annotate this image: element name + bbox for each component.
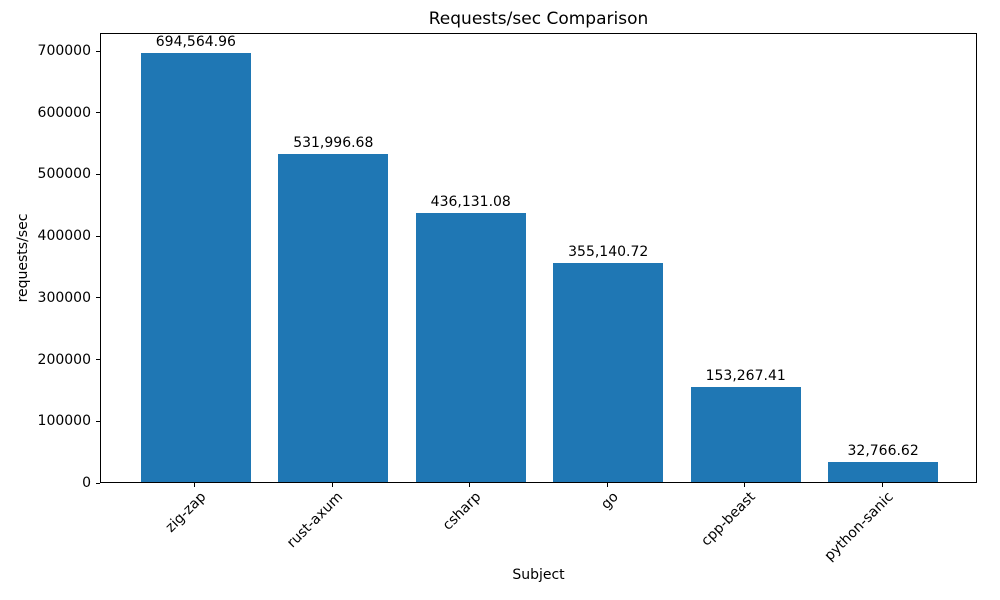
y-tick-mark: [96, 359, 100, 361]
bar: [140, 53, 251, 482]
x-tick-mark: [331, 483, 333, 487]
bar: [553, 262, 664, 482]
y-tick-mark: [96, 482, 100, 484]
y-tick-label: 200000: [37, 351, 91, 368]
y-tick-label: 600000: [37, 104, 91, 121]
x-tick-label: csharp: [439, 489, 485, 534]
chart-title: Requests/sec Comparison: [428, 9, 649, 29]
y-tick-label: 300000: [37, 289, 91, 306]
x-tick-label: rust-axum: [284, 489, 347, 552]
y-tick-mark: [96, 420, 100, 422]
y-tick-label: 0: [82, 475, 91, 491]
x-tick-mark: [606, 483, 608, 487]
y-tick-mark: [96, 297, 100, 299]
bar: [690, 387, 801, 482]
y-tick-label: 400000: [37, 228, 91, 245]
bar-value-label: 32,766.62: [847, 442, 919, 459]
y-tick-mark: [96, 50, 100, 52]
y-tick-label: 100000: [37, 413, 91, 430]
bar: [278, 153, 389, 482]
bar: [415, 212, 526, 482]
x-tick-mark: [194, 483, 196, 487]
bar-value-label: 153,267.41: [705, 368, 786, 385]
bar-value-label: 531,996.68: [293, 134, 374, 151]
y-tick-label: 700000: [37, 43, 91, 60]
bar-value-label: 436,131.08: [430, 193, 511, 210]
x-tick-mark: [744, 483, 746, 487]
x-axis-label: Subject: [512, 567, 565, 583]
x-tick-label: zig-zap: [162, 489, 210, 536]
y-tick-mark: [96, 112, 100, 114]
x-tick-mark: [881, 483, 883, 487]
bar-value-label: 694,564.96: [155, 34, 236, 51]
bar: [828, 461, 939, 482]
y-tick-mark: [96, 173, 100, 175]
x-tick-label: go: [597, 489, 622, 513]
y-tick-mark: [96, 235, 100, 237]
x-tick-label: cpp-beast: [698, 489, 760, 550]
plot-area: 694,564.96 531,996.68 436,131.08 355,140.72…: [100, 33, 977, 483]
x-tick-mark: [469, 483, 471, 487]
y-tick-label: 500000: [37, 166, 91, 183]
x-tick-label: python-sanic: [821, 489, 897, 565]
bar-value-label: 355,140.72: [568, 243, 649, 260]
